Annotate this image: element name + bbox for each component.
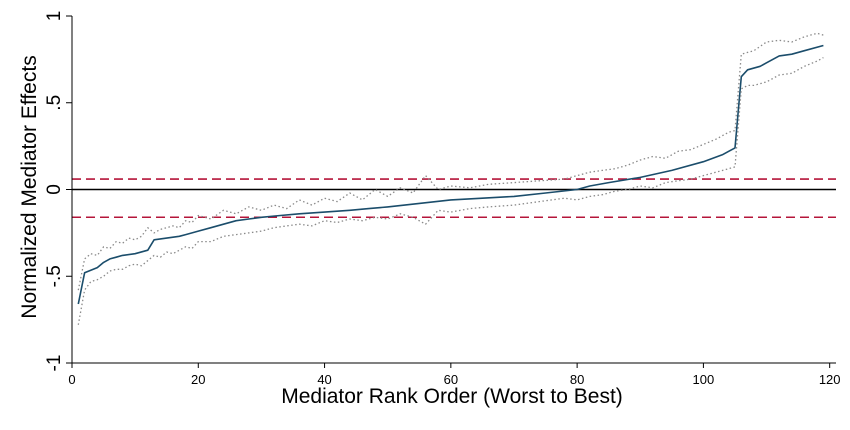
y-tick-label: -.5 bbox=[44, 265, 65, 287]
series-lower-bound bbox=[77, 57, 824, 325]
x-tick-label: 60 bbox=[444, 372, 458, 387]
y-tick-label: -1 bbox=[44, 355, 65, 372]
x-tick-label: 100 bbox=[693, 372, 715, 387]
x-axis-title: Mediator Rank Order (Worst to Best) bbox=[281, 385, 623, 408]
x-tick-label: 120 bbox=[819, 372, 841, 387]
x-tick-label: 40 bbox=[317, 372, 331, 387]
x-tick-label: 0 bbox=[68, 372, 75, 387]
series-lines bbox=[77, 32, 824, 325]
ticks: 0 20 40 60 80 100 120 1 .5 0 -.5 -1 bbox=[44, 11, 841, 387]
x-tick-label: 80 bbox=[570, 372, 584, 387]
series-upper-bound bbox=[77, 32, 824, 291]
y-tick-label: 1 bbox=[44, 11, 65, 22]
y-tick-label: .5 bbox=[44, 95, 65, 111]
y-axis-title: Normalized Mediator Effects bbox=[18, 55, 41, 318]
y-tick-label: 0 bbox=[44, 184, 65, 195]
x-tick-label: 20 bbox=[191, 372, 205, 387]
series-estimate bbox=[77, 44, 824, 305]
reference-lines bbox=[72, 178, 836, 219]
